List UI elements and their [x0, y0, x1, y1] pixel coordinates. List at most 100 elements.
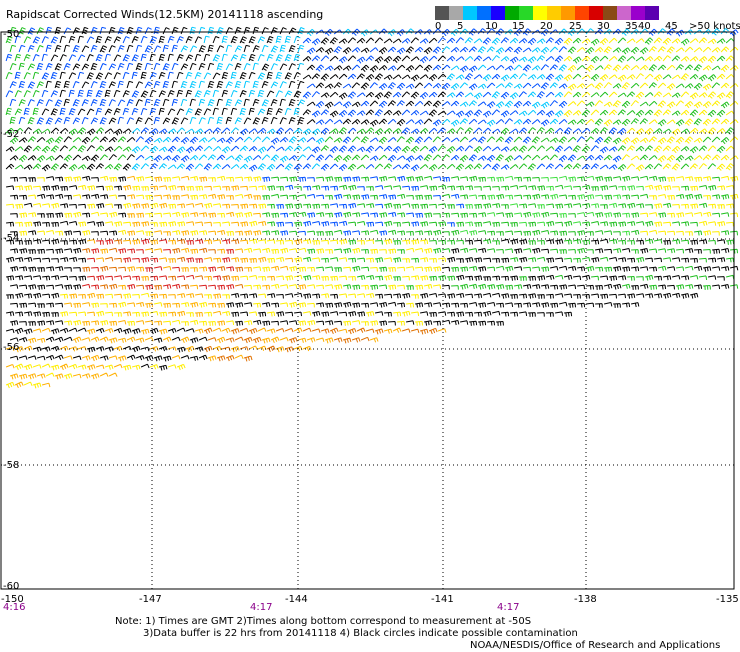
wind-barb	[428, 109, 438, 117]
wind-barb	[64, 267, 72, 272]
wind-barb	[243, 247, 253, 253]
wind-barb	[689, 292, 699, 299]
wind-barb	[693, 64, 703, 72]
wind-barb	[109, 266, 117, 272]
wind-barb	[324, 47, 334, 55]
wind-barb	[491, 109, 501, 116]
wind-barb	[23, 54, 31, 62]
wind-barb	[702, 65, 712, 71]
wind-barb	[203, 35, 210, 44]
wind-barb	[509, 238, 519, 245]
wind-barb	[528, 185, 537, 191]
wind-barb	[198, 98, 206, 107]
wind-barb	[361, 321, 369, 326]
wind-barb	[135, 355, 145, 361]
wind-barb	[42, 203, 51, 208]
legend-swatch	[449, 6, 463, 20]
wind-barb	[513, 100, 523, 109]
wind-barb	[81, 283, 91, 289]
wind-barb	[64, 320, 73, 326]
wind-barb	[5, 163, 15, 170]
wind-barb	[581, 74, 591, 80]
wind-barb	[360, 136, 369, 144]
wind-barb	[153, 80, 161, 89]
wind-barb	[190, 284, 199, 290]
wind-barb	[653, 91, 663, 98]
wind-barb	[720, 137, 730, 145]
wind-barb	[41, 53, 48, 62]
wind-barb	[114, 221, 123, 227]
wind-barb	[185, 108, 193, 116]
wind-barb	[253, 212, 261, 218]
wind-barb	[235, 230, 243, 236]
wind-barb	[185, 328, 195, 333]
wind-barb	[559, 284, 568, 290]
wind-barb	[297, 137, 307, 143]
wind-barb	[590, 56, 600, 64]
wind-barb	[41, 327, 51, 333]
wind-barb	[603, 136, 613, 144]
wind-barb	[279, 98, 286, 107]
wind-barb	[510, 275, 519, 281]
wind-barb	[135, 62, 143, 71]
wind-barb	[252, 336, 262, 344]
wind-barb	[253, 302, 261, 308]
wind-barb	[15, 311, 24, 317]
wind-barb	[698, 56, 708, 64]
wind-barb	[95, 163, 105, 170]
wind-barb	[239, 163, 249, 170]
wind-barb	[150, 293, 159, 299]
wind-barb	[455, 74, 465, 80]
wind-barb	[648, 229, 658, 235]
wind-barb	[135, 302, 145, 308]
wind-barb	[195, 275, 204, 280]
wind-barb	[27, 45, 35, 53]
wind-barb	[567, 46, 577, 54]
wind-barb	[262, 212, 271, 218]
wind-barb	[154, 212, 162, 218]
wind-barb	[145, 320, 154, 325]
wind-barb	[689, 74, 699, 80]
wind-barb	[324, 101, 334, 109]
wind-barb	[657, 265, 667, 271]
wind-barb	[315, 154, 325, 162]
wind-barb	[590, 163, 600, 170]
wind-barb	[279, 44, 286, 53]
wind-barb	[357, 240, 365, 245]
wind-barb	[666, 154, 676, 163]
wind-barb	[631, 176, 640, 181]
wind-barb	[180, 63, 189, 71]
wind-barb	[226, 176, 234, 182]
wind-barb	[117, 45, 125, 53]
wind-barb	[176, 54, 184, 62]
wind-barb	[644, 145, 654, 152]
wind-barb	[361, 249, 369, 254]
wind-barb	[320, 92, 330, 98]
wind-barb	[455, 145, 465, 152]
note-line: NOAA/NESDIS/Office of Research and Appli…	[470, 640, 721, 651]
wind-barb	[572, 37, 582, 44]
wind-barb	[168, 294, 176, 299]
wind-barb	[555, 293, 564, 298]
wind-barb	[532, 302, 541, 308]
legend-swatch	[505, 6, 519, 20]
wind-barb	[104, 36, 112, 44]
wind-barb	[180, 247, 190, 253]
wind-barb	[131, 163, 141, 171]
wind-barb	[131, 54, 139, 62]
wind-barb	[342, 337, 352, 344]
wind-barb	[725, 38, 735, 44]
wind-barb	[531, 247, 541, 254]
wind-barb	[5, 107, 12, 116]
wind-barb	[477, 28, 486, 35]
wind-barb	[654, 203, 663, 209]
wind-barb	[284, 35, 292, 44]
wind-barb	[117, 80, 124, 89]
wind-barb	[456, 311, 465, 317]
wind-barb	[81, 63, 90, 71]
wind-barb	[55, 284, 64, 289]
wind-barb	[203, 90, 211, 98]
wind-barb	[126, 284, 136, 290]
wind-barb	[657, 194, 667, 199]
wind-barb	[397, 302, 405, 308]
